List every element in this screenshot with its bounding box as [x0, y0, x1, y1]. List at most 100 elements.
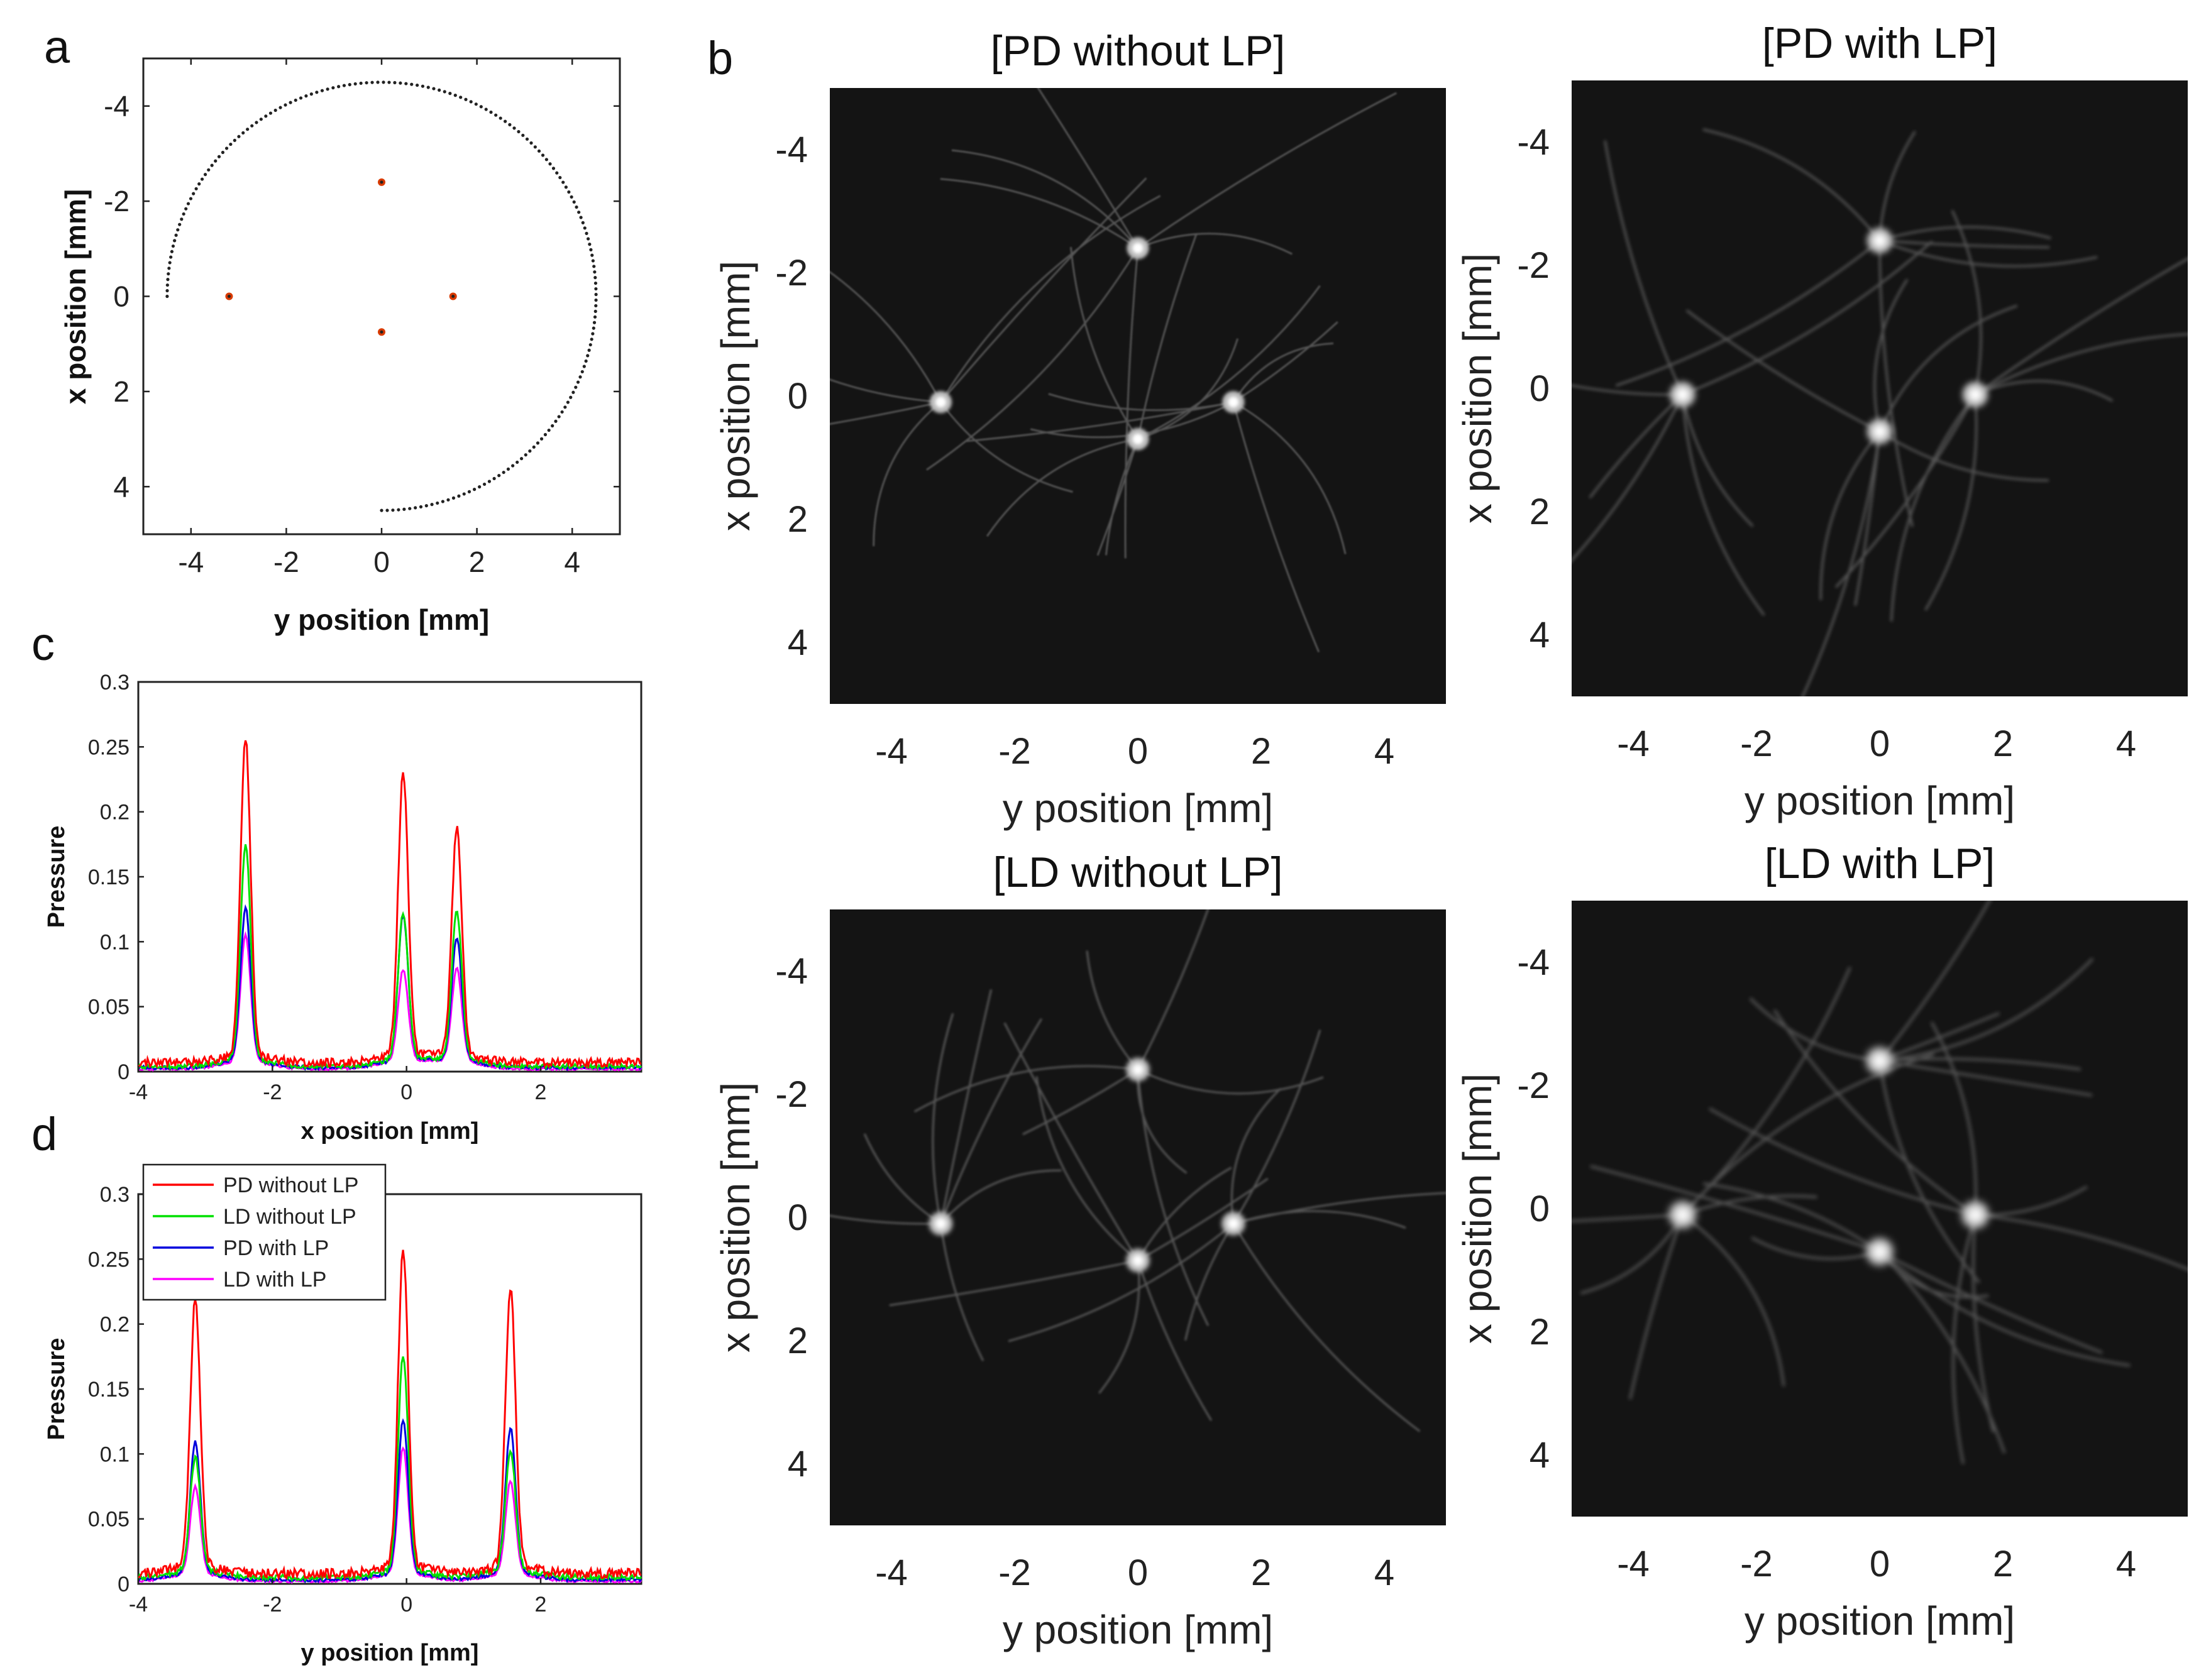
streak-artifact	[966, 401, 1234, 442]
streak-artifact	[1615, 239, 1881, 387]
source-spot	[1132, 1255, 1144, 1266]
y-tick-label: 4	[788, 622, 808, 663]
transducer-element	[561, 180, 565, 184]
streak-artifact	[1137, 338, 1239, 440]
y-tick-label: 0	[788, 376, 808, 417]
y-ticks: 0 0.05 0.1 0.15 0.2 0.25 0.3	[88, 1183, 144, 1596]
transducer-element	[474, 102, 478, 106]
series-line-ld-without-lp	[137, 1356, 642, 1583]
panel-d-profile-y: -4 -2 0 2 0 0.05 0.1 0.15 0.2 0.25 0.3 y position…	[43, 1163, 642, 1666]
image-title: [PD with LP]	[1762, 19, 1997, 67]
transducer-element	[237, 135, 241, 138]
image-background	[830, 88, 1446, 704]
transducer-ring	[165, 80, 598, 512]
transducer-element	[511, 464, 515, 468]
transducer-element	[284, 103, 287, 107]
transducer-element	[588, 343, 592, 347]
image-title: [LD with LP]	[1765, 840, 1995, 887]
streak-artifact	[873, 401, 942, 547]
transducer-element	[359, 81, 363, 85]
transducer-element	[585, 231, 588, 235]
legend-entry: LD with LP	[223, 1268, 326, 1292]
transducer-element	[331, 86, 335, 90]
source-spot	[1228, 1218, 1239, 1229]
transducer-element	[591, 259, 595, 263]
transducer-element	[184, 207, 188, 211]
transducer-element	[169, 255, 173, 259]
y-tick-label: 0.1	[100, 1442, 130, 1466]
streak-artifact	[1572, 394, 1684, 563]
streak-artifact	[1572, 384, 1683, 396]
streak-artifact	[1878, 901, 1991, 1062]
transducer-element	[525, 137, 529, 141]
x-tick-label: -2	[273, 546, 299, 578]
transducer-element	[593, 315, 597, 319]
transducer-element	[326, 87, 329, 91]
streak-artifact	[1879, 1250, 2103, 1354]
legend-entry: PD with LP	[223, 1236, 329, 1260]
transducer-element	[570, 195, 573, 199]
streak-artifact	[1590, 1165, 1880, 1253]
x-tick-label: -2	[1740, 1544, 1773, 1584]
streak-artifact	[1137, 1177, 1269, 1261]
legend-entry: LD without LP	[223, 1205, 356, 1229]
transducer-element	[479, 105, 483, 109]
x-tick-label: -4	[129, 1080, 148, 1104]
streak-artifact	[1879, 226, 2051, 242]
streak-artifact	[1137, 1069, 1210, 1327]
transducer-element	[170, 250, 174, 253]
streak-artifact	[1975, 380, 2114, 402]
transducer-element	[593, 281, 598, 285]
transducer-element	[571, 390, 575, 394]
transducer-element	[178, 222, 182, 226]
streak-artifact	[1137, 909, 1210, 1070]
transducer-element	[165, 294, 169, 299]
transducer-element	[494, 113, 498, 117]
streak-artifact	[1069, 246, 1139, 440]
transducer-element	[586, 354, 590, 358]
x-tick-label: 0	[1870, 723, 1890, 764]
transducer-element	[551, 424, 554, 428]
transducer-element	[166, 278, 170, 282]
series-line-pd-without-lp	[138, 1249, 642, 1581]
y-tick-label: 2	[1530, 1312, 1550, 1353]
transducer-element	[469, 100, 473, 104]
streak-artifact	[1975, 1213, 2188, 1271]
transducer-element	[543, 432, 548, 437]
streak-artifact	[926, 248, 1139, 471]
transducer-element	[579, 216, 583, 219]
y-tick-label: 0.3	[100, 1183, 130, 1207]
transducer-element	[250, 124, 254, 128]
streak-artifact	[1974, 257, 2188, 396]
transducer-element	[370, 80, 374, 84]
streak-artifact	[1184, 1222, 1235, 1341]
streak-artifact	[1136, 1069, 1188, 1174]
profile-lines	[137, 1249, 642, 1584]
transducer-element	[587, 348, 591, 352]
transducer-element	[173, 239, 177, 243]
y-tick-label: -4	[775, 951, 808, 992]
transducer-element	[547, 428, 551, 432]
x-ticks: -4 -2 0 2 4	[178, 58, 580, 578]
x-axis-label: y position [mm]	[301, 1640, 479, 1666]
x-axis-label: x position [mm]	[301, 1118, 479, 1145]
y-tick-label: 0.05	[88, 1508, 130, 1532]
x-axis-label: y position [mm]	[1003, 1607, 1273, 1652]
transducer-element	[499, 116, 502, 120]
x-tick-label: 4	[2116, 723, 2136, 764]
streak-artifact	[1878, 240, 1914, 527]
streak-artifact	[1137, 1260, 1213, 1422]
transducer-element	[441, 500, 445, 503]
transducer-element	[182, 212, 185, 216]
streak-artifact	[889, 1260, 1139, 1307]
transducer-element	[419, 505, 423, 508]
streak-artifact	[1878, 131, 1916, 241]
image-background	[1572, 901, 2188, 1517]
streak-artifact	[939, 989, 993, 1224]
transducer-element	[524, 453, 527, 457]
x-ticks: -4 -2 0 2	[129, 1066, 546, 1104]
streak-artifact	[1878, 1251, 2006, 1454]
streak-artifact	[1008, 1222, 1234, 1342]
y-tick-label: -2	[1517, 1065, 1550, 1106]
transducer-element	[171, 244, 175, 248]
